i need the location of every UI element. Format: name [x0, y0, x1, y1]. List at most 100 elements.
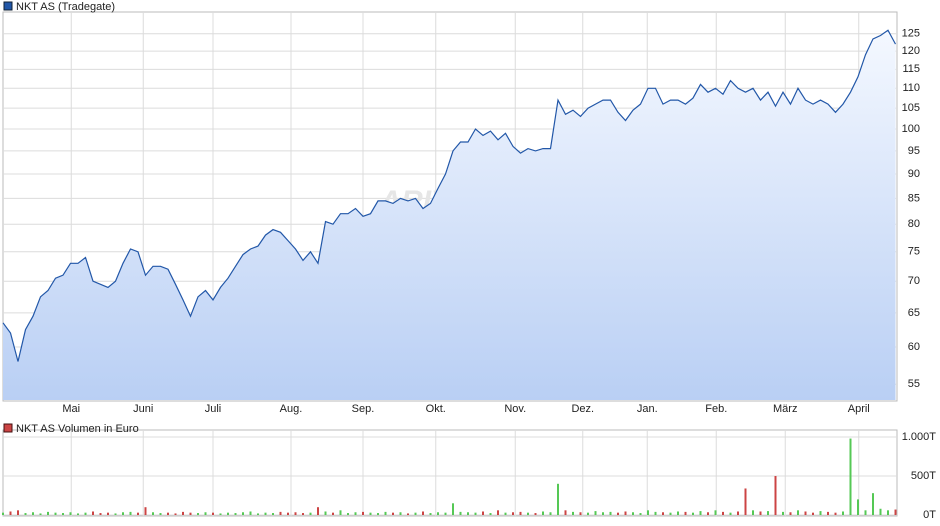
x-tick-label: Nov. — [504, 403, 526, 415]
volume-bar — [429, 513, 432, 515]
volume-bar — [489, 513, 492, 515]
volume-bar — [159, 513, 162, 515]
volume-bar — [474, 512, 477, 515]
legend-swatch — [3, 423, 13, 433]
volume-bar — [69, 512, 72, 515]
x-tick-label: Jan. — [637, 403, 658, 415]
volume-bar — [309, 512, 312, 515]
volume-bar — [639, 513, 642, 515]
volume-bar — [887, 510, 889, 515]
volume-bar — [167, 512, 169, 515]
volume-bar — [129, 511, 132, 515]
volume-bar — [339, 510, 342, 515]
volume-bar — [347, 513, 349, 515]
volume-bar — [77, 513, 79, 515]
volume-bar — [317, 507, 319, 515]
price-area — [3, 30, 896, 401]
volume-bar — [189, 512, 192, 515]
volume-bar — [99, 513, 102, 515]
volume-bar — [482, 511, 484, 515]
volume-bar — [152, 512, 154, 515]
volume-bar — [407, 513, 409, 515]
volume-bar — [242, 512, 244, 515]
volume-bar — [527, 512, 529, 515]
volume-bar — [579, 512, 582, 515]
y-tick-label: 115 — [902, 63, 920, 75]
volume-bar — [549, 512, 552, 515]
y-tick-label: 125 — [902, 28, 920, 40]
y-tick-label: 75 — [908, 246, 920, 258]
volume-bar — [219, 513, 222, 515]
y-tick-label: 0T — [923, 509, 936, 521]
volume-bar — [294, 512, 297, 515]
volume-bar — [369, 512, 372, 515]
volume-bar — [92, 511, 94, 515]
volume-bar — [114, 513, 117, 515]
volume-bar — [774, 476, 777, 515]
volume-bar — [174, 513, 177, 515]
volume-bar — [572, 511, 574, 515]
volume-bar — [699, 511, 702, 515]
volume-bar — [204, 512, 207, 515]
volume-bar — [197, 513, 199, 515]
volume-bar — [872, 493, 874, 515]
volume-bar — [84, 512, 87, 515]
legend-label: NKT AS (Tradegate) — [16, 1, 115, 13]
volume-bar — [32, 512, 34, 515]
volume-bar — [392, 512, 394, 515]
volume-bar — [249, 511, 252, 515]
volume-bar — [632, 512, 634, 515]
volume-bar — [797, 510, 799, 515]
volume-bar — [422, 511, 424, 515]
volume-bar — [857, 499, 859, 515]
volume-bar — [767, 511, 769, 515]
volume-bar — [122, 512, 124, 515]
volume-bar — [302, 513, 304, 515]
volume-bar — [264, 512, 267, 515]
volume-bar — [662, 512, 664, 515]
volume-bar — [654, 511, 657, 515]
volume-bar — [437, 512, 439, 515]
volume-bar — [62, 513, 64, 515]
volume-bar — [879, 508, 882, 515]
volume-bar — [609, 511, 612, 515]
volume-bar — [594, 511, 597, 515]
y-tick-label: 55 — [908, 378, 920, 390]
x-tick-label: Feb. — [705, 403, 727, 415]
volume-bar — [39, 513, 42, 515]
y-tick-label: 90 — [908, 168, 920, 180]
volume-bar — [452, 503, 454, 515]
volume-bar — [227, 512, 229, 515]
volume-bar — [827, 511, 829, 515]
y-tick-label: 60 — [908, 341, 920, 353]
x-tick-label: Juli — [205, 403, 222, 415]
volume-bar — [669, 512, 672, 515]
y-tick-label: 85 — [908, 192, 920, 204]
legend-label: NKT AS Volumen in Euro — [16, 423, 139, 435]
x-tick-label: Aug. — [280, 403, 303, 415]
x-tick-label: April — [848, 403, 870, 415]
x-tick-label: März — [773, 403, 797, 415]
y-tick-label: 110 — [902, 82, 920, 94]
volume-bar — [444, 512, 447, 515]
x-tick-label: Dez. — [571, 403, 594, 415]
volume-bar — [722, 511, 724, 515]
volume-bar — [17, 510, 19, 515]
volume-bar — [257, 513, 259, 515]
volume-bar — [324, 511, 327, 515]
volume-bar — [279, 511, 282, 515]
volume-bar — [144, 507, 147, 515]
volume-bar — [624, 511, 627, 515]
volume-bar — [842, 511, 844, 515]
volume-bar — [47, 511, 49, 515]
volume-bar — [714, 510, 717, 515]
volume-bar — [354, 512, 357, 515]
y-tick-label: 65 — [908, 307, 920, 319]
volume-bar — [894, 509, 897, 515]
volume-bar — [512, 512, 514, 515]
volume-bar — [782, 511, 784, 515]
volume-bar — [399, 512, 402, 515]
volume-bar — [9, 511, 12, 515]
volume-bar — [287, 512, 289, 515]
